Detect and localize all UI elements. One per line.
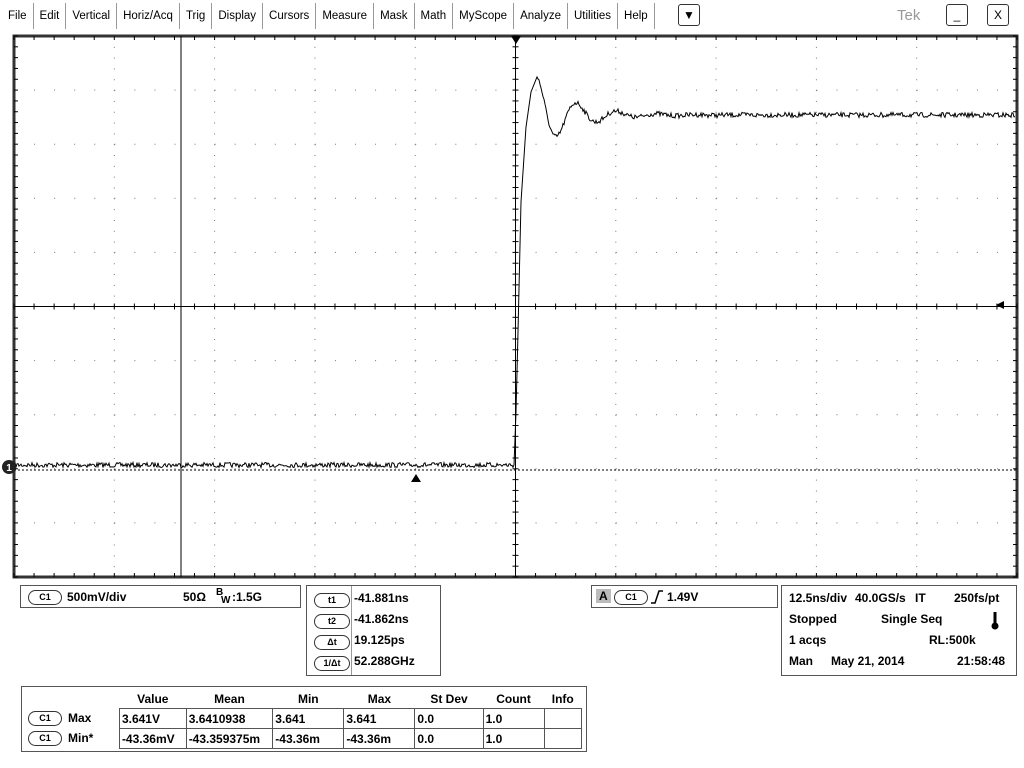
measurement-cell: 1.0 — [482, 728, 545, 749]
cursor-value: 19.125ps — [354, 633, 405, 647]
header-row: Value Mean Min Max St Dev Count Info — [26, 689, 582, 709]
measurement-cell: 0.0 — [414, 708, 484, 729]
trigger-slope-icon — [651, 590, 663, 604]
menu-item[interactable]: Trig — [180, 3, 213, 29]
cursor-value: -41.862ns — [354, 612, 409, 626]
channel-badge: C1 — [28, 590, 62, 605]
row-badge[interactable]: C1 — [28, 731, 62, 747]
column-header: Count — [496, 691, 531, 706]
bandwidth-w: W — [221, 595, 231, 606]
thermometer-icon — [991, 612, 999, 630]
menu-item[interactable]: MyScope — [453, 3, 515, 29]
trigger-position-marker — [511, 36, 521, 44]
row-name: Max — [68, 710, 92, 725]
measurement-cell: -43.36m — [343, 728, 416, 749]
row-label: C1 Max — [26, 709, 119, 729]
cursor-readout[interactable]: t1 -41.881ns t2 -41.862ns Δt 19.125ps 1/Δt 52.2… — [306, 585, 441, 676]
measurement-cell: 3.641V — [118, 708, 187, 729]
graticule: 1 — [2, 34, 1019, 579]
menu-item[interactable]: Horiz/Acq — [117, 3, 180, 29]
timebase: 12.5ns/div — [789, 591, 848, 605]
sample-rate: 40.0GS/s — [855, 591, 906, 605]
acquisition-count: 1 acqs — [789, 633, 827, 647]
cursor-value: 52.288GHz — [354, 654, 415, 668]
cursor-label: t2 — [314, 614, 350, 629]
bandwidth-b: B — [216, 587, 224, 598]
measurement-table: Value Mean Min Max St Dev Count Info C1 Max 3.641… — [26, 689, 583, 749]
trigger-badge: C1 — [614, 590, 648, 605]
trigger-level-marker — [996, 301, 1004, 309]
close-button[interactable]: X — [987, 4, 1009, 26]
measurement-cell: -43.36m — [272, 728, 345, 749]
menu-bar: File Edit Vertical Horiz/Acq Trig Display Curs… — [0, 0, 1024, 32]
measurement-cell: 3.641 — [343, 708, 416, 729]
run-state: Stopped — [789, 612, 837, 626]
trigger-source: A — [596, 589, 611, 603]
grid — [13, 35, 1018, 578]
menu-item[interactable]: Analyze — [514, 3, 568, 29]
impedance: 50Ω — [183, 590, 206, 604]
menu-item[interactable]: Math — [415, 3, 454, 29]
measurement-cell: -43.36mV — [118, 728, 187, 749]
waveform — [14, 75, 1016, 470]
menu-item[interactable]: File — [2, 3, 34, 29]
column-header: Value — [137, 691, 169, 706]
row-label: C1 Min* — [26, 729, 119, 749]
menu-more-button[interactable]: ▼ — [678, 4, 700, 26]
menu-item[interactable]: Display — [212, 3, 264, 29]
column-header: Info — [551, 691, 574, 706]
measurement-cell: -43.359375m — [185, 728, 274, 749]
vertical-scale: 500mV/div — [67, 590, 127, 604]
sequence-mode: Single Seq — [881, 612, 943, 626]
menu-item[interactable]: Utilities — [568, 3, 619, 29]
corner-cell — [26, 689, 119, 709]
brand: Tek — [897, 7, 921, 24]
measurement-cell: 0.0 — [414, 728, 484, 749]
trigger-level: 1.49V — [667, 590, 699, 604]
measurement-cell: 3.641 — [272, 708, 345, 729]
measurement-cell: 3.6410938 — [185, 708, 274, 729]
column-header: Mean — [214, 691, 245, 706]
trigger-mode: Man — [789, 654, 813, 668]
channel-marker — [2, 460, 16, 474]
cursor-label: 1/Δt — [314, 656, 350, 671]
cursor-marker — [411, 474, 421, 482]
measurement-panel: Value Mean Min Max St Dev Count Info C1 Max 3.641… — [21, 686, 587, 752]
cursor-value: -41.881ns — [354, 591, 409, 605]
resolution: 250fs/pt — [954, 591, 1000, 605]
column-header: Max — [367, 691, 392, 706]
time: 21:58:48 — [957, 654, 1006, 668]
acquisition-mode: IT — [915, 591, 926, 605]
menu-item[interactable]: Vertical — [66, 3, 118, 29]
cursor-label: t1 — [314, 593, 350, 608]
menu-item[interactable]: Cursors — [263, 3, 317, 29]
info-cell — [543, 728, 583, 749]
menu-item[interactable]: Mask — [374, 3, 415, 29]
channel-readout[interactable]: C1 500mV/div 50Ω B W :1.5G — [20, 585, 301, 608]
row-name: Min* — [68, 730, 94, 745]
acquisition-readout[interactable]: 12.5ns/div 40.0GS/s IT 250fs/pt Stopped … — [781, 585, 1017, 676]
measurement-cell: 1.0 — [482, 708, 545, 729]
record-length: RL:500k — [929, 633, 976, 647]
separator — [351, 586, 352, 675]
date: May 21, 2014 — [831, 654, 905, 668]
bandwidth-value: :1.5G — [232, 590, 263, 604]
measurement-row: C1 Max 3.641V 3.6410938 3.641 3.641 0.0 1.0 — [26, 708, 583, 729]
column-header: St Dev — [430, 691, 468, 706]
info-cell — [543, 708, 583, 729]
menu-item[interactable]: Help — [618, 3, 655, 29]
cursor-label: Δt — [314, 635, 350, 650]
channel-marker-label: 1 — [6, 463, 12, 474]
trigger-readout[interactable]: A C1 1.49V — [591, 585, 778, 608]
column-header: Min — [297, 691, 319, 706]
measurement-row: C1 Min* -43.36mV -43.359375m -43.36m -43.36m 0… — [26, 728, 583, 749]
menu-item[interactable]: Edit — [34, 3, 67, 29]
row-badge[interactable]: C1 — [28, 711, 62, 727]
minimize-button[interactable]: _ — [946, 4, 968, 26]
menu-item[interactable]: Measure — [316, 3, 375, 29]
